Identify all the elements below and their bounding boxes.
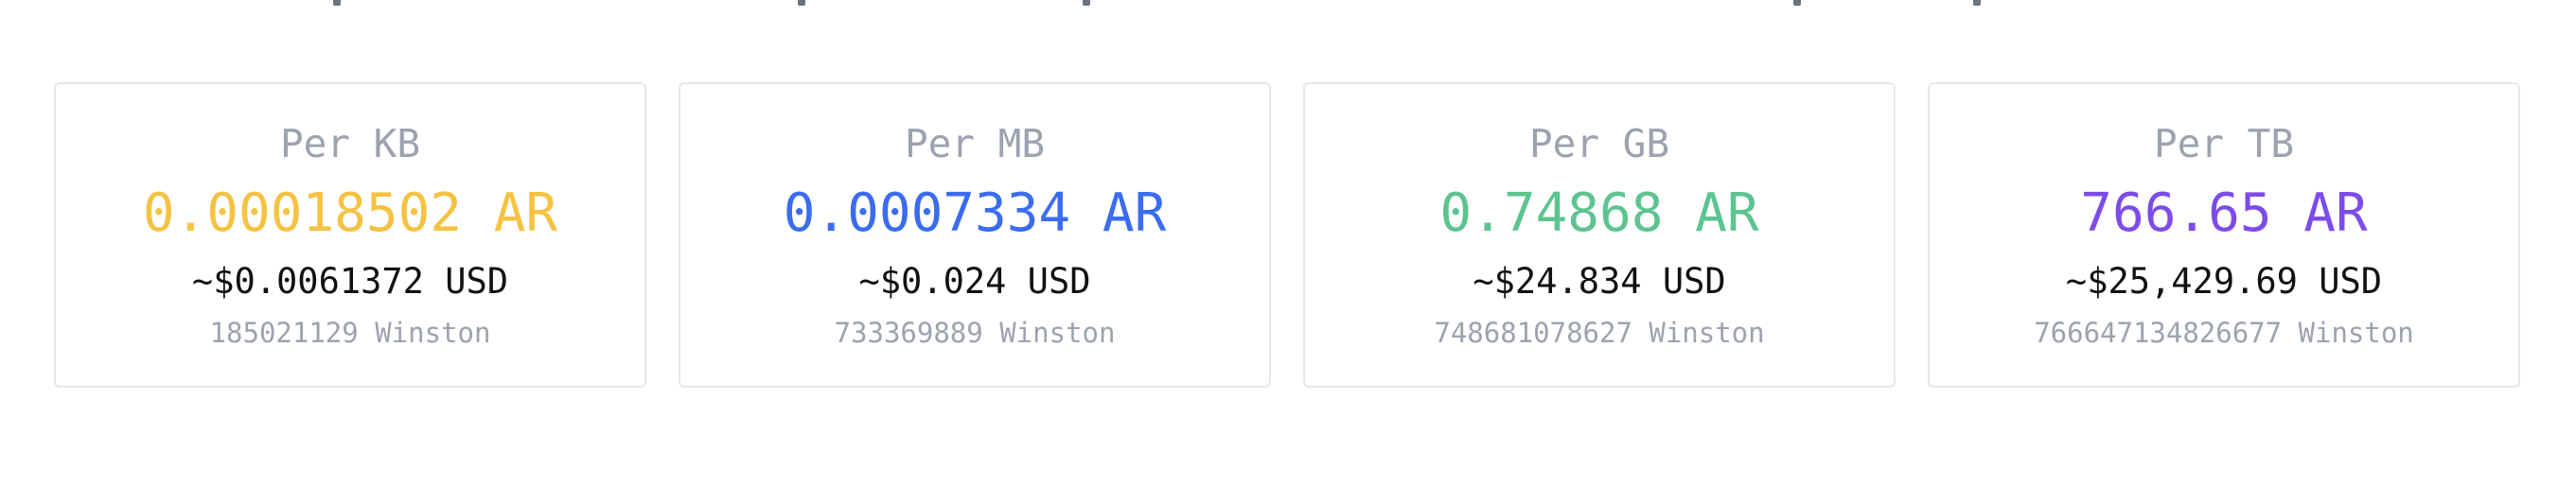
card-unit-label: Per TB bbox=[2153, 121, 2295, 166]
clipped-text-fragment bbox=[1083, 0, 1090, 6]
card-ar-price: 766.65 AR bbox=[2080, 182, 2368, 244]
card-winston-amount: 766647134826677 Winston bbox=[2034, 317, 2414, 349]
card-unit-label: Per MB bbox=[904, 121, 1046, 166]
pricing-cards: Per KB 0.00018502 AR ~$0.0061372 USD 185… bbox=[54, 82, 2520, 388]
price-card-mb: Per MB 0.0007334 AR ~$0.024 USD 73336988… bbox=[679, 82, 1271, 388]
card-unit-label: Per KB bbox=[279, 121, 421, 166]
card-winston-amount: 733369889 Winston bbox=[834, 317, 1116, 349]
clipped-text-fragment bbox=[333, 0, 341, 6]
card-winston-amount: 185021129 Winston bbox=[209, 317, 491, 349]
price-card-gb: Per GB 0.74868 AR ~$24.834 USD 748681078… bbox=[1303, 82, 1896, 388]
card-ar-price: 0.74868 AR bbox=[1439, 182, 1759, 244]
card-usd-price: ~$25,429.69 USD bbox=[2065, 261, 2383, 302]
card-usd-price: ~$24.834 USD bbox=[1473, 261, 1726, 302]
card-usd-price: ~$0.024 USD bbox=[858, 261, 1091, 302]
clipped-text-fragment bbox=[798, 0, 805, 6]
price-card-kb: Per KB 0.00018502 AR ~$0.0061372 USD 185… bbox=[54, 82, 646, 388]
card-ar-price: 0.0007334 AR bbox=[783, 182, 1167, 244]
clipped-text-fragment bbox=[1793, 0, 1801, 6]
card-usd-price: ~$0.0061372 USD bbox=[191, 261, 509, 302]
clipped-text-fragment bbox=[1973, 0, 1981, 6]
card-unit-label: Per GB bbox=[1528, 121, 1670, 166]
card-ar-price: 0.00018502 AR bbox=[142, 182, 558, 244]
card-winston-amount: 748681078627 Winston bbox=[1434, 317, 1765, 349]
price-card-tb: Per TB 766.65 AR ~$25,429.69 USD 7666471… bbox=[1928, 82, 2520, 388]
